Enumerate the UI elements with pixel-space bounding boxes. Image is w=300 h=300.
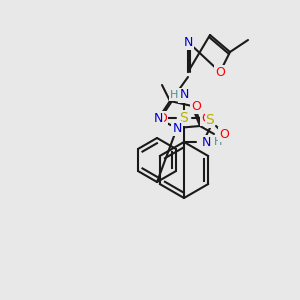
Text: S: S [206, 113, 214, 127]
Text: S: S [180, 111, 188, 125]
Text: H: H [214, 137, 222, 147]
Text: N: N [201, 136, 211, 148]
Text: N: N [183, 35, 193, 49]
Text: O: O [157, 112, 167, 124]
Text: H: H [170, 90, 178, 100]
Text: N: N [179, 88, 189, 101]
Text: O: O [191, 100, 201, 112]
Text: O: O [219, 128, 229, 140]
Text: N: N [153, 112, 163, 125]
Text: O: O [215, 65, 225, 79]
Text: O: O [201, 112, 211, 124]
Text: N: N [172, 122, 182, 134]
